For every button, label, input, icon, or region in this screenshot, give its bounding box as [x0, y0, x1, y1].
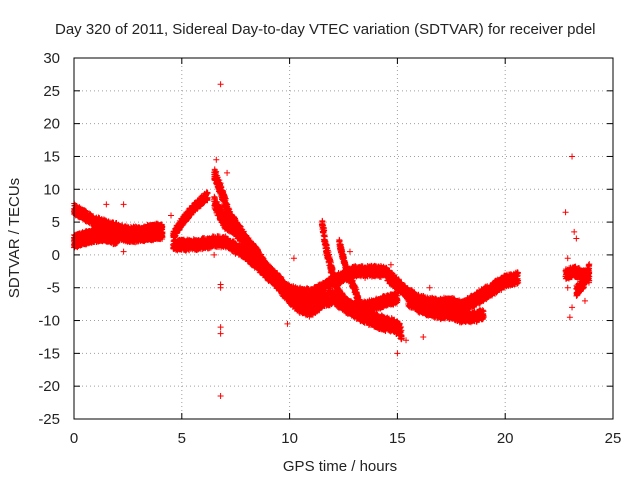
chart-title: Day 320 of 2011, Sidereal Day-to-day VTE… [55, 21, 596, 38]
